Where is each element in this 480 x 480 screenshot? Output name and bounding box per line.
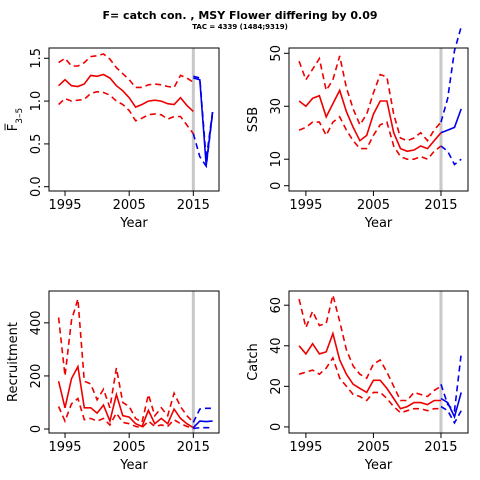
recruitment-historic-lower-line xyxy=(57,397,194,430)
ssb-y-tick-label: 30 xyxy=(269,98,284,115)
ssb-x-tick-label: 2005 xyxy=(357,198,390,213)
recruitment-y-tick-label: 400 xyxy=(29,310,44,335)
fbar-historic-median-line xyxy=(58,73,194,112)
ssb-y-tick-label: 10 xyxy=(269,151,284,168)
fbar-plot-frame xyxy=(48,47,220,192)
fbar-y-tick-label: 1.0 xyxy=(29,91,44,112)
recruitment-historic-upper-line xyxy=(57,298,194,424)
fbar-x-tick-label: 2015 xyxy=(177,198,210,213)
recruitment-x-tick-label: 2005 xyxy=(113,440,146,455)
ssb-historic-upper-line xyxy=(298,55,442,143)
ssb-projection-upper-line xyxy=(440,26,462,123)
catch-x-tick-label: 2005 xyxy=(357,440,390,455)
ssb-projection-median-line xyxy=(440,108,462,134)
recruitment-y-tick-label: 0 xyxy=(29,425,44,433)
recruitment-x-tick-label: 1995 xyxy=(48,440,81,455)
fbar-x-axis-title: Year xyxy=(119,216,148,231)
page-title: F= catch con. , MSY Flower differing by … xyxy=(102,9,378,22)
recruitment-projection-lower-line xyxy=(193,426,213,430)
fbar-y-tick-label: 0.0 xyxy=(29,176,44,197)
catch-projection-lower-line xyxy=(440,405,462,425)
recruitment-y-axis-title: Recruitment xyxy=(6,322,21,402)
catch-y-tick-label: 60 xyxy=(269,297,284,314)
ssb-y-axis-title: SSB xyxy=(246,107,261,132)
fbar-projection-median-line xyxy=(193,77,214,166)
recruitment-projection-upper-line xyxy=(192,407,213,423)
recruitment-plot-frame xyxy=(48,290,220,434)
ssb-historic-median-line xyxy=(298,88,442,153)
recruitment-x-tick-label: 2015 xyxy=(177,440,210,455)
catch-historic-lower-line xyxy=(298,356,441,414)
page-subtitle: TAC = 4339 (1484;9319) xyxy=(192,23,288,31)
recruitment-y-tick-label: 200 xyxy=(29,364,44,389)
catch-y-tick-label: 40 xyxy=(269,337,284,354)
catch-y-tick-label: 20 xyxy=(269,378,284,395)
ssb-y-tick-label: 0 xyxy=(269,182,284,190)
recruitment-x-axis-title: Year xyxy=(119,458,148,473)
fbar-y-axis-title: F̅3–5 xyxy=(5,108,25,131)
fbar-x-tick-label: 1995 xyxy=(48,198,81,213)
catch-x-axis-title: Year xyxy=(364,458,393,473)
ssb-x-tick-label: 1995 xyxy=(289,198,322,213)
catch-historic-median-line xyxy=(298,330,441,410)
fbar-y-axis-title-subscript: 3–5 xyxy=(15,108,25,124)
recruitment-projection-median-line xyxy=(192,420,213,429)
catch-x-tick-label: 1995 xyxy=(289,440,322,455)
fbar-historic-lower-line xyxy=(58,90,194,135)
catch-plot-frame xyxy=(288,290,469,434)
fbar-x-tick-label: 2005 xyxy=(113,198,146,213)
ssb-y-tick-label: 50 xyxy=(269,45,284,62)
catch-historic-upper-line xyxy=(298,294,442,402)
catch-y-axis-title: Catch xyxy=(246,343,261,381)
catch-projection-upper-line xyxy=(440,353,462,413)
catch-x-tick-label: 2015 xyxy=(424,440,457,455)
catch-projection-median-line xyxy=(440,392,462,420)
ssb-x-axis-title: Year xyxy=(364,216,393,231)
fbar-y-tick-label: 0.5 xyxy=(29,134,44,155)
ssb-projection-lower-line xyxy=(440,145,462,166)
ssb-x-tick-label: 2015 xyxy=(424,198,457,213)
ssb-plot-frame xyxy=(288,47,469,192)
recruitment-historic-median-line xyxy=(57,364,194,429)
catch-y-tick-label: 0 xyxy=(269,423,284,431)
fbar-y-tick-label: 1.5 xyxy=(29,48,44,69)
ssb-historic-lower-line xyxy=(298,115,442,161)
fbar-historic-upper-line xyxy=(58,53,194,89)
